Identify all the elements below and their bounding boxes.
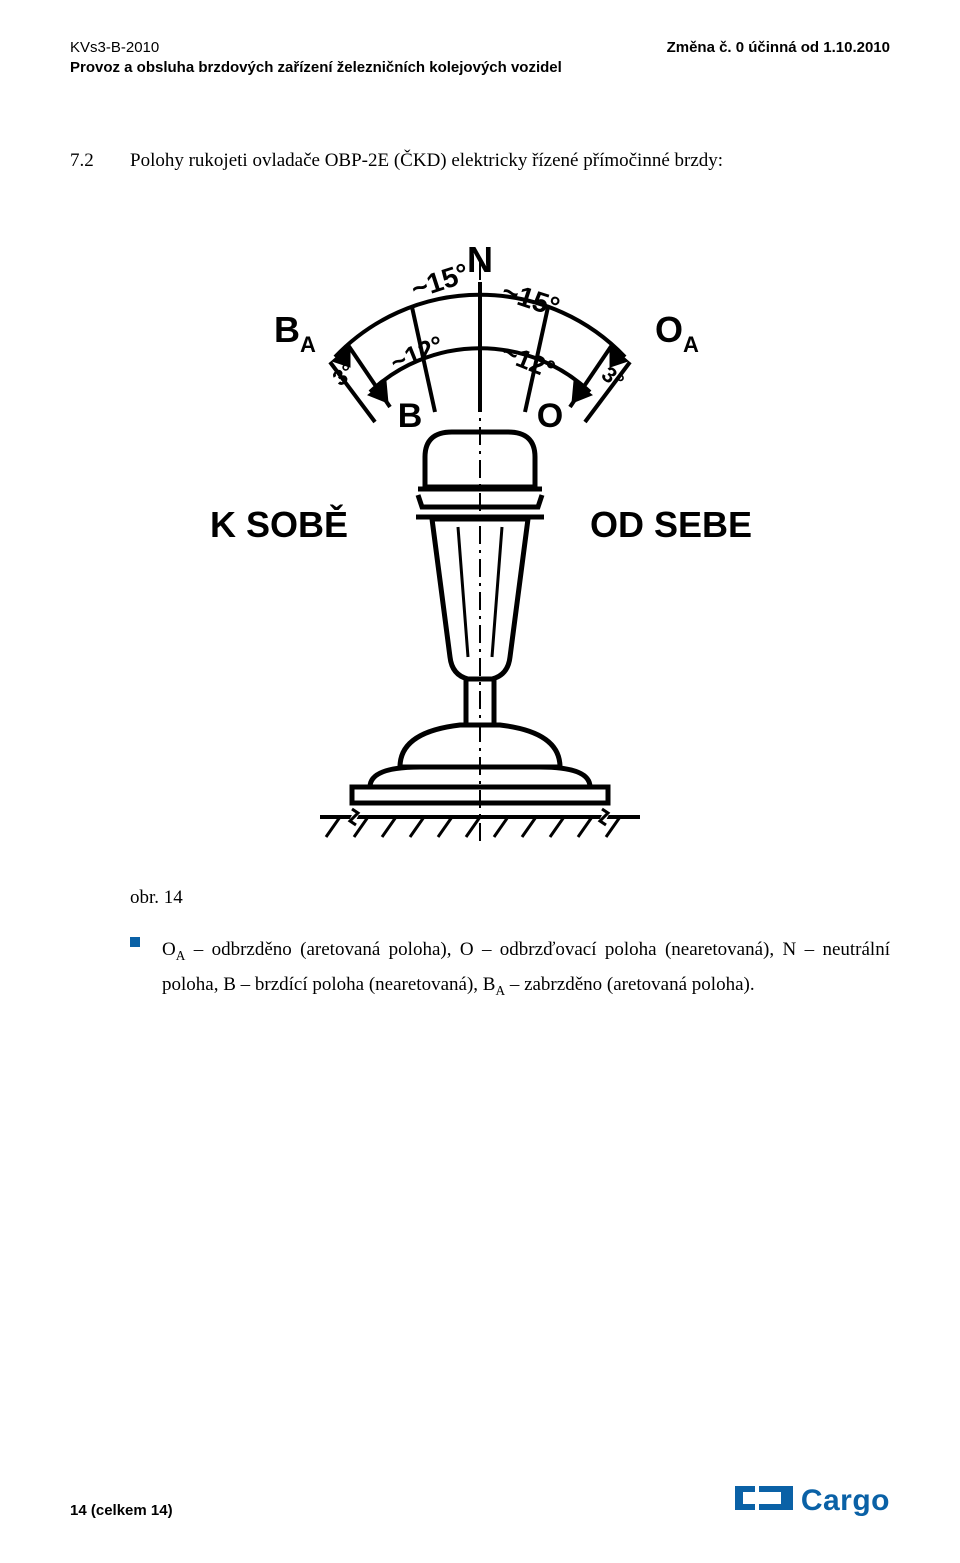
bullet-text: OA – odbrzděno (aretovaná poloha), O – o…	[162, 933, 890, 1002]
doc-code: KVs3-B-2010	[70, 38, 562, 58]
section-heading: 7.2 Polohy rukojeti ovladače OBP-2E (ČKD…	[70, 150, 890, 172]
cargo-logo-icon	[735, 1482, 793, 1519]
page-footer: 14 (celkem 14) Cargo	[70, 1482, 890, 1519]
page-header: KVs3-B-2010 Provoz a obsluha brzdových z…	[70, 38, 890, 79]
figure: N ~15° ~15° BA OA 3° 3° ~12° ~12°	[200, 227, 760, 847]
label-12-left: ~12°	[386, 329, 448, 377]
lever-diagram: N ~15° ~15° BA OA 3° 3° ~12° ~12°	[200, 227, 760, 847]
page-body: 7.2 Polohy rukojeti ovladače OBP-2E (ČKD…	[70, 150, 890, 1002]
page: KVs3-B-2010 Provoz a obsluha brzdových z…	[0, 0, 960, 1563]
label-b: B	[398, 397, 423, 435]
page-number: 14 (celkem 14)	[70, 1502, 173, 1519]
label-left: K SOBĚ	[210, 503, 348, 545]
header-right: Změna č. 0 účinná od 1.10.2010	[667, 38, 890, 79]
label-right: OD SEBE	[590, 504, 752, 545]
label-12-right: ~12°	[498, 337, 560, 385]
section-number: 7.2	[70, 150, 130, 172]
label-oa: OA	[655, 309, 699, 357]
label-3-right: 3°	[597, 361, 629, 394]
change-line: Změna č. 0 účinná od 1.10.2010	[667, 38, 890, 58]
bullet-row: OA – odbrzděno (aretovaná poloha), O – o…	[130, 933, 890, 1002]
figure-wrap: N ~15° ~15° BA OA 3° 3° ~12° ~12°	[70, 227, 890, 847]
doc-title: Provoz a obsluha brzdových zařízení žele…	[70, 58, 562, 78]
header-left: KVs3-B-2010 Provoz a obsluha brzdových z…	[70, 38, 562, 79]
section-text: Polohy rukojeti ovladače OBP-2E (ČKD) el…	[130, 150, 890, 172]
logo-text: Cargo	[801, 1484, 890, 1518]
label-ba: BA	[274, 309, 316, 357]
figure-caption: obr. 14	[130, 887, 890, 909]
label-o: O	[537, 397, 563, 435]
logo: Cargo	[735, 1482, 890, 1519]
bullet-marker	[130, 937, 148, 1002]
label-ang15-right: ~15°	[498, 275, 563, 323]
